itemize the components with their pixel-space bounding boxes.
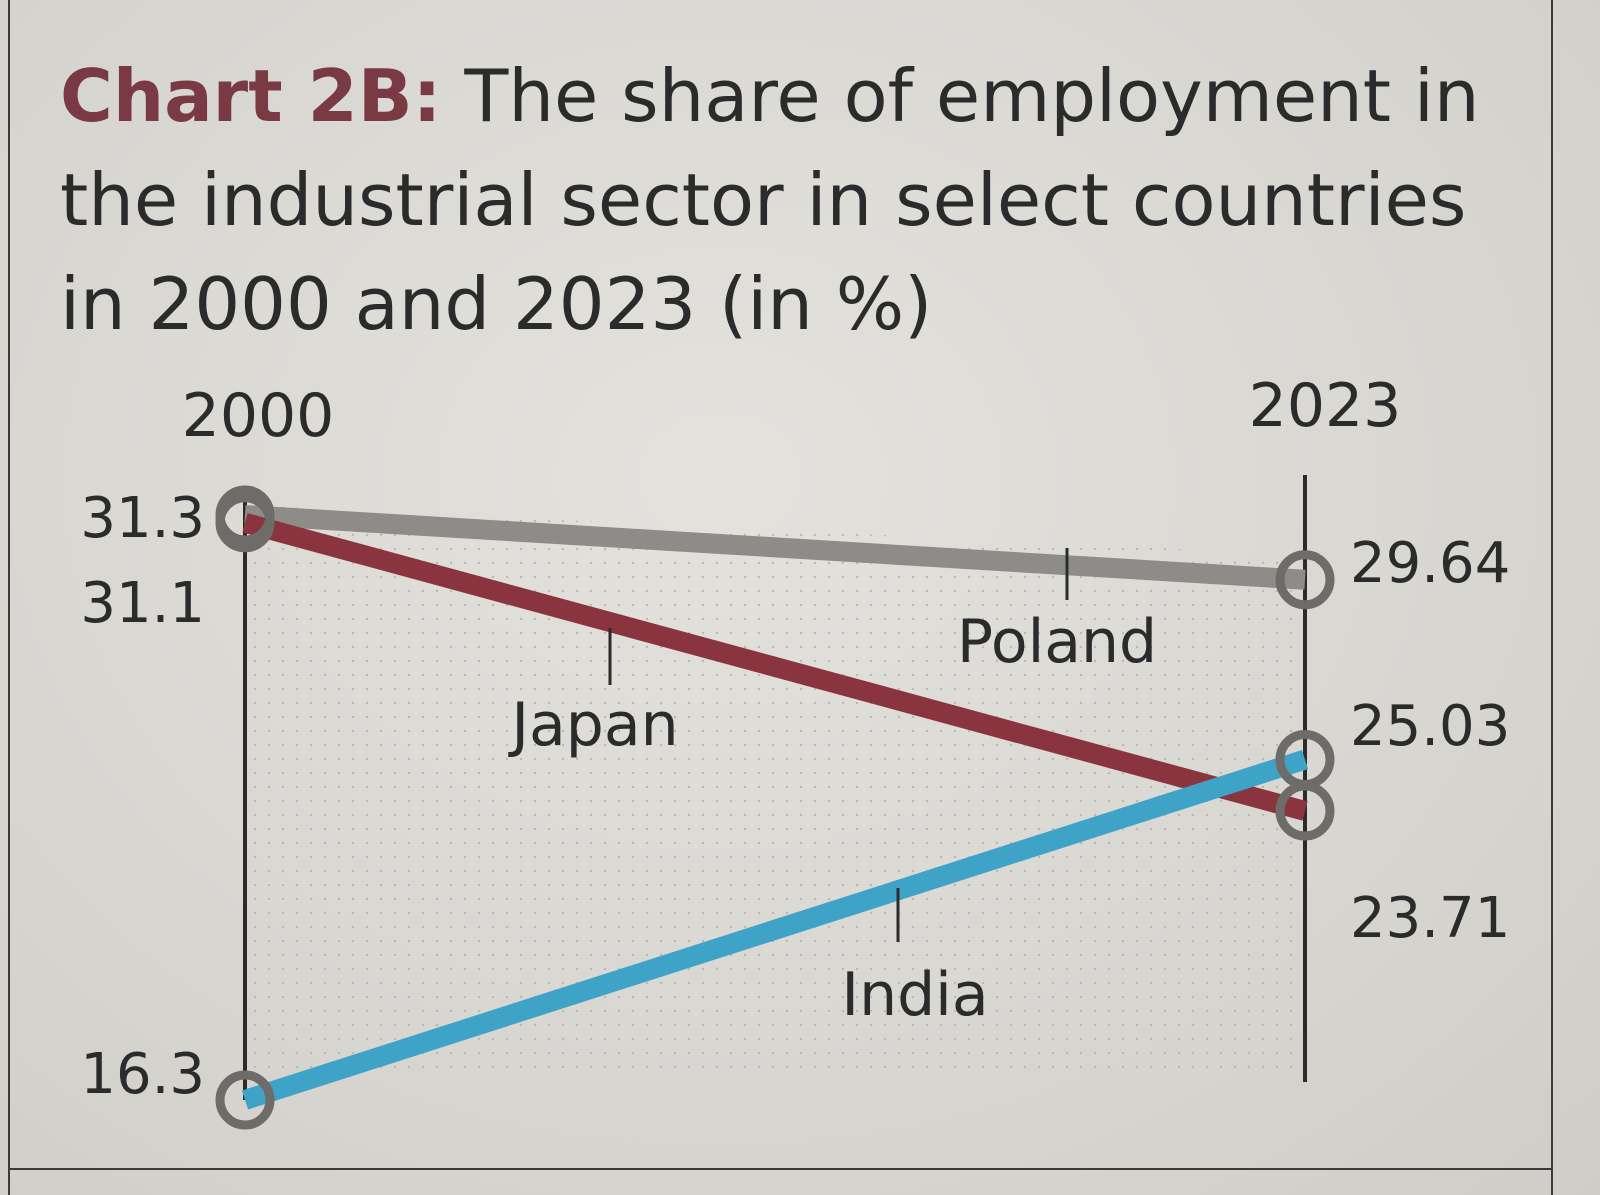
series-line-poland xyxy=(244,505,1306,590)
series-line-india xyxy=(241,750,1309,1110)
value-label-japan-2023: 23.71 xyxy=(1350,886,1510,951)
right-border xyxy=(1551,0,1553,1195)
x-label-2023: 2023 xyxy=(1249,371,1402,441)
chart-title-prefix: Chart 2B: xyxy=(60,54,442,138)
x-label-2000: 2000 xyxy=(182,381,335,451)
left-border xyxy=(8,0,10,1195)
value-label-india-2000: 16.3 xyxy=(80,1042,205,1107)
point-india-2000 xyxy=(215,1070,275,1130)
shaded-area xyxy=(245,505,1305,1075)
bottom-rule xyxy=(10,1168,1551,1170)
series-line-japan xyxy=(242,513,1308,821)
point-india-2023 xyxy=(1275,730,1335,790)
series-label-japan: Japan xyxy=(507,690,678,760)
point-japan-2000 xyxy=(215,493,275,553)
series-label-poland: Poland xyxy=(957,607,1157,677)
series-layer: 31.3 29.64 Poland 31.1 23.71 Japan 16.3 25.03 In… xyxy=(80,485,1510,1130)
value-label-poland-2000: 31.3 xyxy=(80,486,205,551)
chart-title: Chart 2B: The share of employment in the… xyxy=(60,44,1490,356)
value-label-poland-2023: 29.64 xyxy=(1350,531,1510,596)
point-poland-2023 xyxy=(1275,550,1335,610)
series-label-india: India xyxy=(841,960,988,1030)
chart-title-text: The share of employment in the industria… xyxy=(60,54,1480,346)
value-label-india-2023: 25.03 xyxy=(1350,694,1510,759)
value-label-japan-2000: 31.1 xyxy=(80,571,205,636)
